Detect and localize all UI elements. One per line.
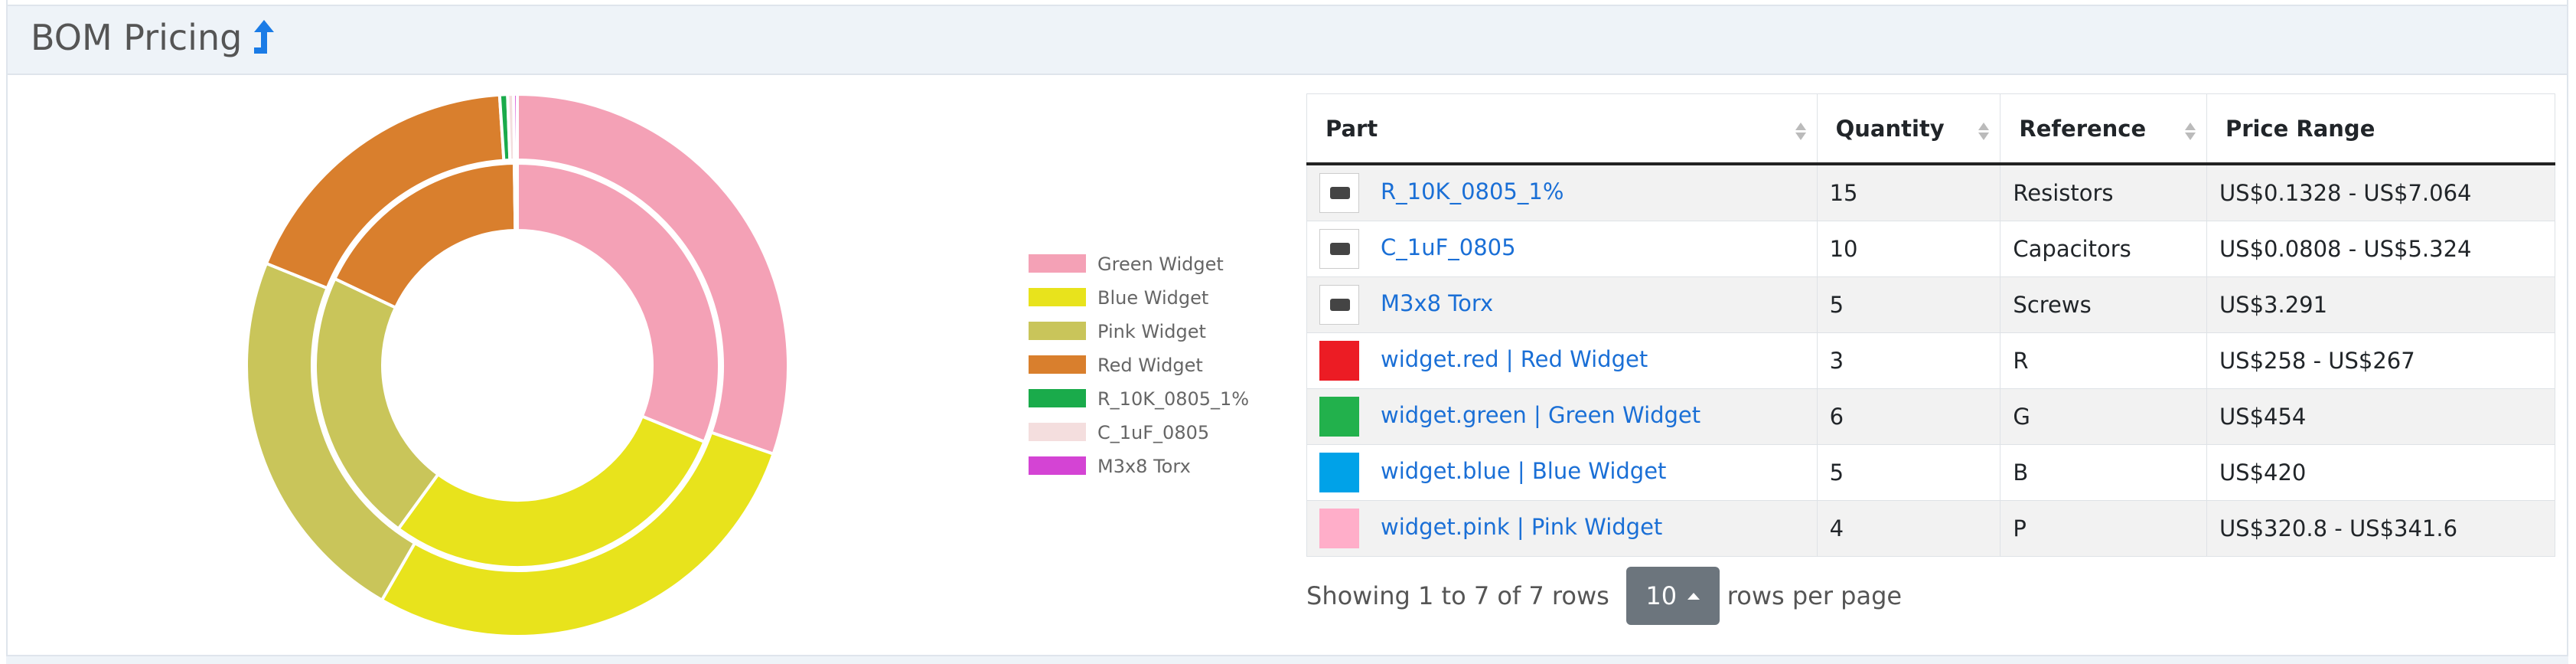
legend-swatch	[1029, 355, 1086, 374]
slice	[516, 161, 721, 444]
legend-label: R_10K_0805_1%	[1097, 388, 1249, 410]
table-cell: R	[2000, 332, 2207, 389]
pagination-suffix: rows per page	[1727, 581, 1903, 610]
table-cell: M3x8 Torx	[1306, 276, 1818, 333]
thumbnail-image	[1330, 187, 1350, 199]
thumbnail-image	[1330, 299, 1350, 311]
table-cell: 3	[1816, 332, 2001, 389]
up-icon[interactable]	[251, 18, 277, 61]
column-header[interactable]: Reference	[2000, 93, 2207, 165]
table-cell: widget.blue | Blue Widget	[1306, 444, 1818, 501]
table-cell: R_10K_0805_1%	[1306, 163, 1818, 221]
part-thumbnail	[1319, 341, 1359, 381]
part-thumbnail	[1319, 397, 1359, 437]
table-cell: 15	[1816, 163, 2001, 221]
table-cell: B	[2000, 444, 2207, 501]
legend-swatch	[1029, 322, 1086, 340]
table-cell: 10	[1816, 221, 2001, 277]
legend-label: Green Widget	[1097, 253, 1224, 275]
table-cell: Resistors	[2000, 163, 2207, 221]
table-cell: US$3.291	[2206, 276, 2556, 333]
table-row: widget.red | Red Widget 3 R US$258 - US$267	[1306, 332, 2556, 389]
part-link[interactable]: widget.green | Green Widget	[1381, 402, 1701, 428]
part-thumbnail	[1319, 509, 1359, 548]
legend-swatch	[1029, 288, 1086, 306]
doughnut-chart: Green Widget Blue Widget Pink Widget Red Wi…	[245, 92, 1249, 638]
table-cell: widget.red | Red Widget	[1306, 332, 1818, 389]
table-cell: Capacitors	[2000, 221, 2207, 277]
legend-label: C_1uF_0805	[1097, 422, 1209, 443]
panel-title: BOM Pricing	[31, 17, 243, 58]
part-link[interactable]: M3x8 Torx	[1381, 290, 1494, 316]
legend-label: M3x8 Torx	[1097, 456, 1191, 477]
column-header: Price Range	[2206, 93, 2556, 165]
part-link[interactable]: widget.pink | Pink Widget	[1381, 514, 1663, 540]
part-thumbnail	[1319, 453, 1359, 492]
legend-label: Red Widget	[1097, 355, 1203, 376]
part-thumbnail	[1319, 173, 1359, 213]
bom-table: Part Quantity Reference Price Range R_10K_08…	[1306, 93, 2556, 557]
table-cell: US$258 - US$267	[2206, 332, 2556, 389]
thumbnail-image	[1330, 243, 1350, 255]
table-cell: P	[2000, 500, 2207, 557]
table-cell: C_1uF_0805	[1306, 221, 1818, 277]
slice	[380, 430, 776, 638]
pagination: Showing 1 to 7 of 7 rows 10 rows per pag…	[1306, 567, 1902, 625]
table-cell: widget.pink | Pink Widget	[1306, 500, 1818, 557]
table-row: M3x8 Torx 5 Screws US$3.291	[1306, 276, 2556, 333]
table-cell: 5	[1816, 444, 2001, 501]
part-link[interactable]: widget.blue | Blue Widget	[1381, 458, 1667, 484]
table-row: widget.pink | Pink Widget 4 P US$320.8 - US…	[1306, 500, 2556, 557]
table-row: R_10K_0805_1% 15 Resistors US$0.1328 - US$7…	[1306, 163, 2556, 221]
pagination-summary: Showing 1 to 7 of 7 rows	[1306, 581, 1609, 610]
table-cell: 4	[1816, 500, 2001, 557]
legend-swatch	[1029, 389, 1086, 407]
part-link[interactable]: R_10K_0805_1%	[1381, 178, 1564, 204]
slice	[512, 92, 519, 162]
part-thumbnail	[1319, 229, 1359, 269]
slice	[396, 414, 706, 569]
table-cell: G	[2000, 388, 2207, 445]
legend-swatch	[1029, 423, 1086, 441]
slice	[516, 92, 790, 456]
page-size-button[interactable]: 10	[1625, 567, 1720, 625]
table-row: widget.blue | Blue Widget 5 B US$420	[1306, 444, 2556, 501]
column-header[interactable]: Quantity	[1816, 93, 2001, 165]
table-cell: US$0.0808 - US$5.324	[2206, 221, 2556, 277]
part-link[interactable]: C_1uF_0805	[1381, 234, 1516, 260]
panel-header: BOM Pricing	[6, 5, 2568, 75]
part-link[interactable]: widget.red | Red Widget	[1381, 346, 1648, 372]
table-cell: US$420	[2206, 444, 2556, 501]
legend-label: Pink Widget	[1097, 321, 1206, 342]
table-cell: US$0.1328 - US$7.064	[2206, 163, 2556, 221]
table-cell: 5	[1816, 276, 2001, 333]
table-cell: US$454	[2206, 388, 2556, 445]
table-cell: US$320.8 - US$341.6	[2206, 500, 2556, 557]
table-cell: Screws	[2000, 276, 2207, 333]
footer-strip	[6, 656, 2568, 664]
table-row: C_1uF_0805 10 Capacitors US$0.0808 - US$5.3…	[1306, 221, 2556, 277]
table-cell: widget.green | Green Widget	[1306, 388, 1818, 445]
table-cell: 6	[1816, 388, 2001, 445]
table-row: widget.green | Green Widget 6 G US$454	[1306, 388, 2556, 445]
legend-swatch	[1029, 456, 1086, 475]
slice	[513, 161, 519, 233]
legend-swatch	[1029, 254, 1086, 273]
legend-label: Blue Widget	[1097, 287, 1208, 309]
column-header[interactable]: Part	[1306, 93, 1818, 165]
part-thumbnail	[1319, 285, 1359, 325]
